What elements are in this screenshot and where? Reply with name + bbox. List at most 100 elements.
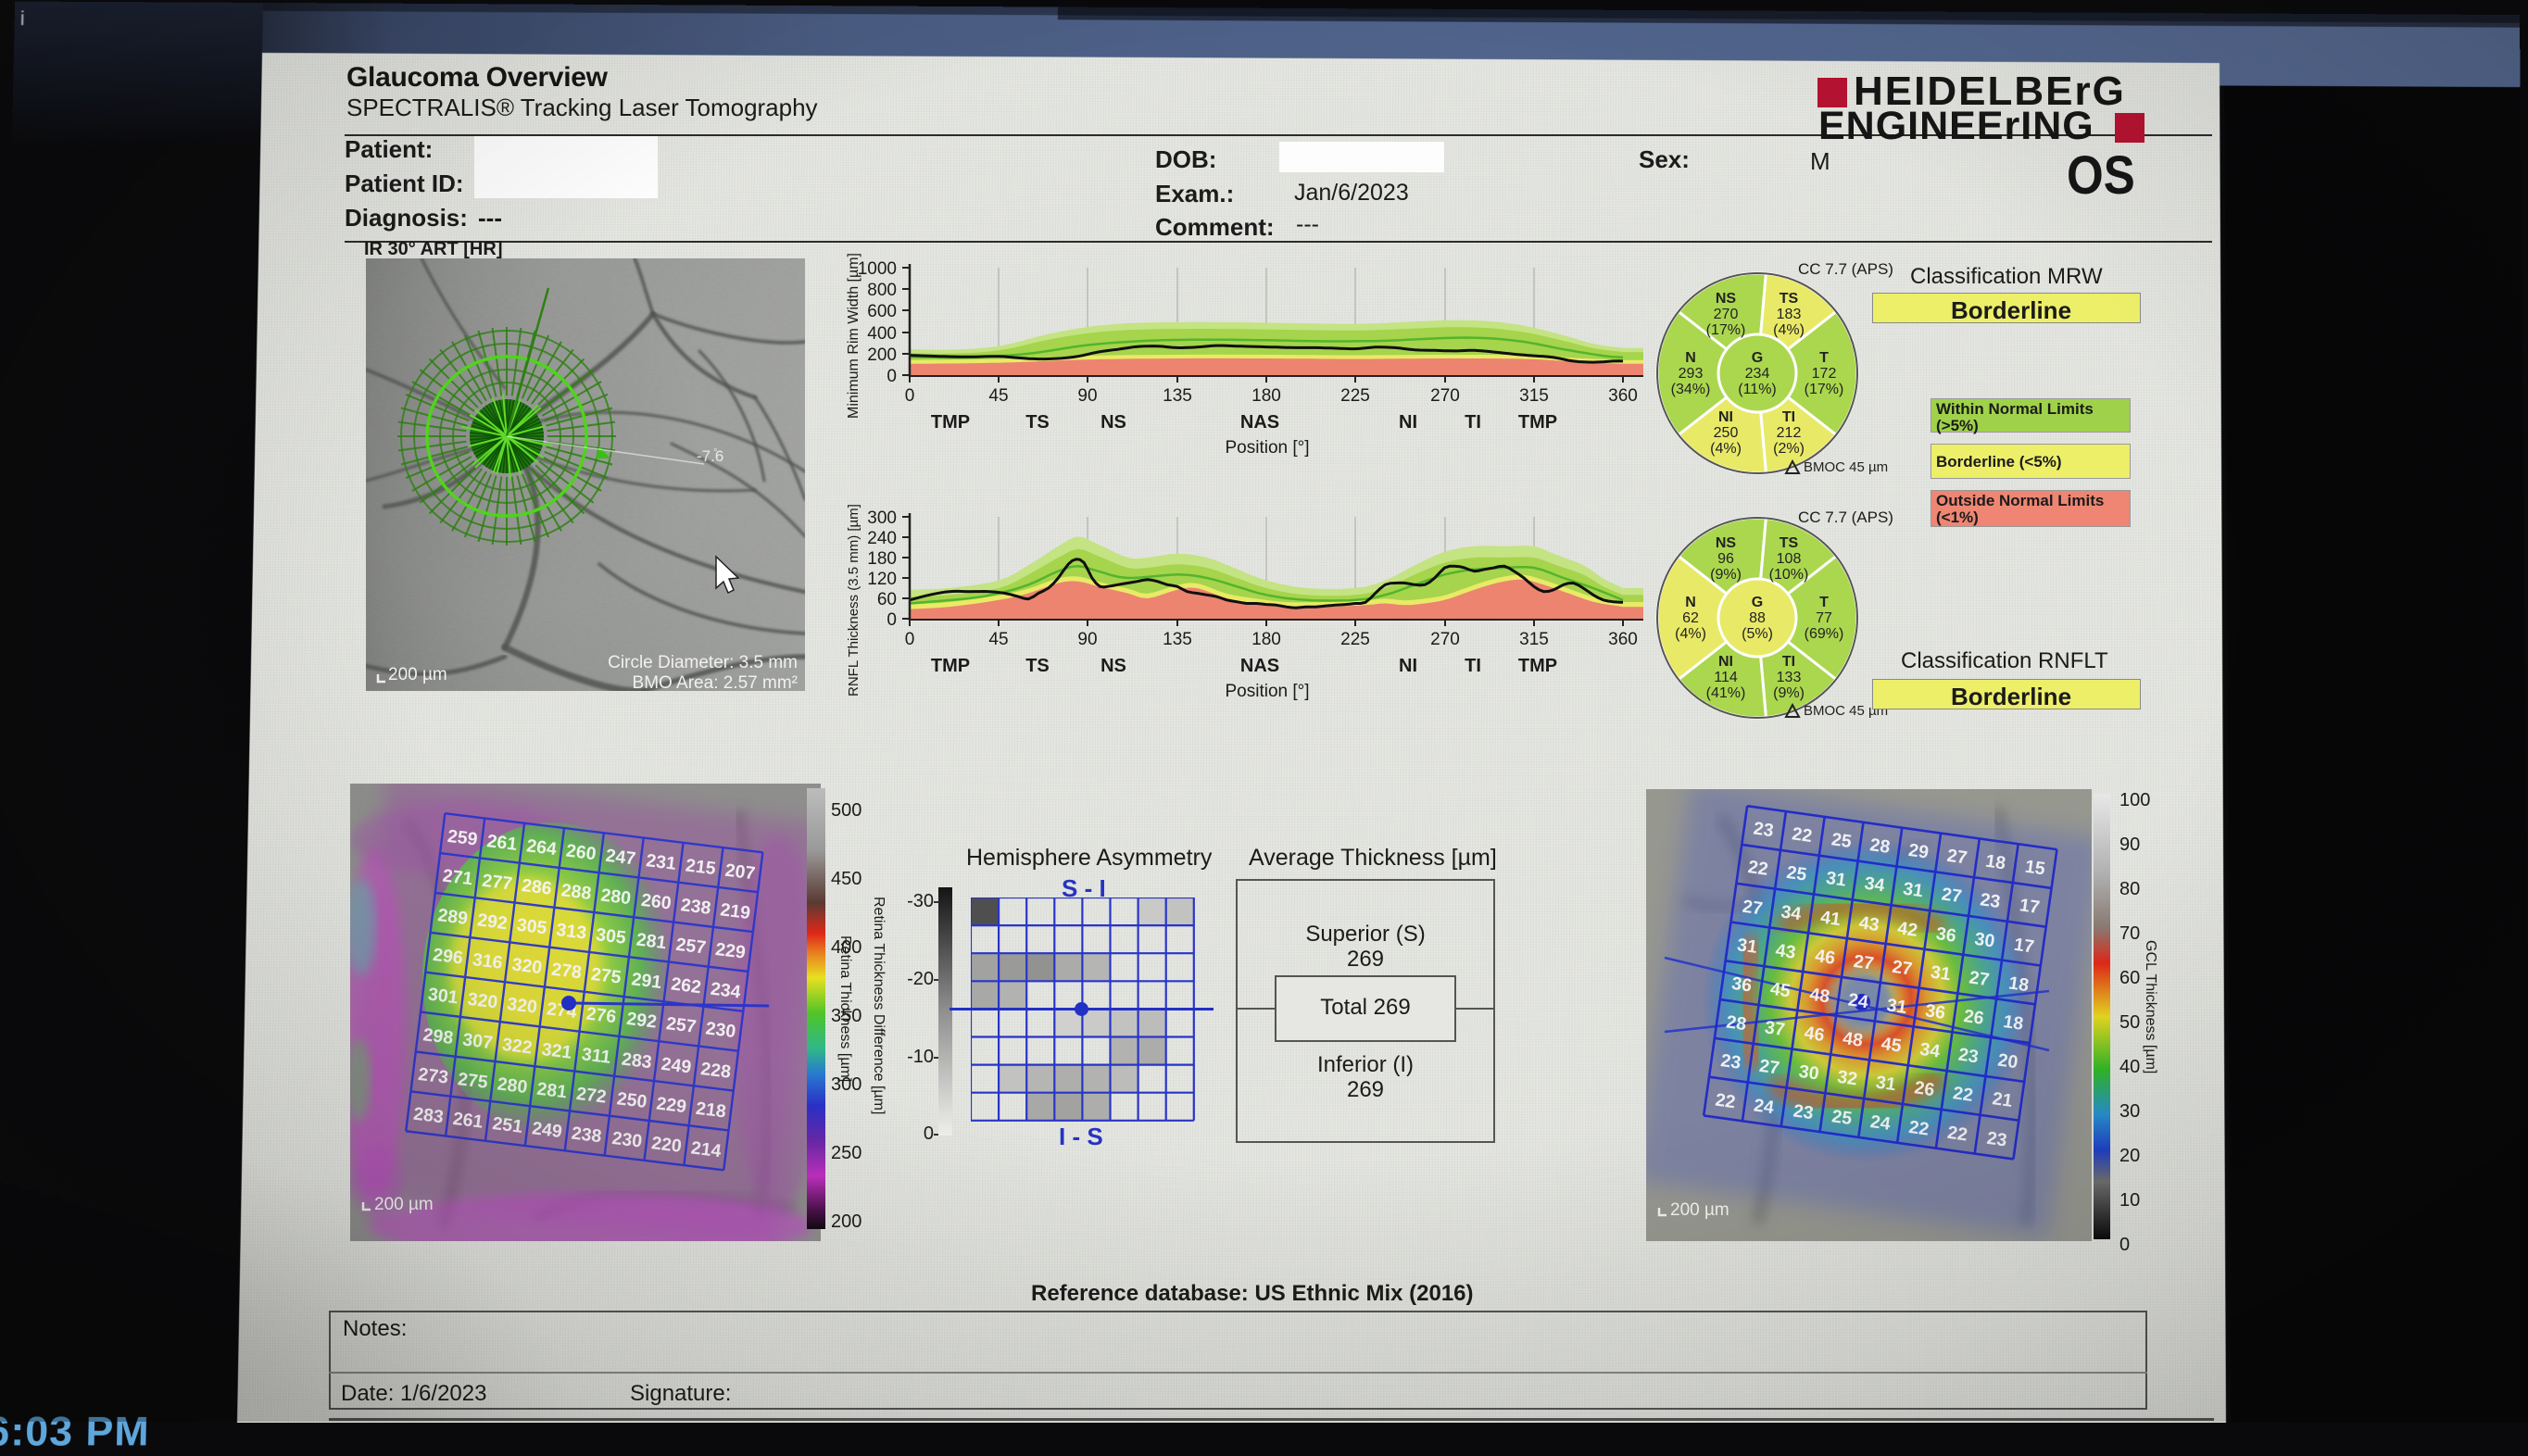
svg-text:800: 800: [867, 281, 897, 300]
svg-text:15: 15: [2024, 857, 2047, 880]
svg-text:231: 231: [645, 850, 677, 874]
svg-text:135: 135: [1163, 630, 1192, 649]
svg-text:TS: TS: [1025, 412, 1050, 433]
svg-text:30: 30: [1973, 929, 1996, 952]
svg-text:24: 24: [1753, 1095, 1776, 1118]
svg-text:298: 298: [421, 1024, 454, 1048]
svg-text:TS: TS: [1780, 291, 1799, 307]
svg-text:0: 0: [905, 386, 915, 406]
svg-text:271: 271: [442, 866, 474, 890]
svg-text:27: 27: [1758, 1056, 1781, 1079]
svg-text:77: 77: [1816, 610, 1832, 626]
svg-text:90: 90: [1077, 386, 1097, 406]
svg-text:261: 261: [485, 831, 518, 855]
svg-text:321: 321: [540, 1039, 572, 1063]
svg-text:23: 23: [1752, 818, 1775, 841]
svg-text:275: 275: [590, 964, 623, 988]
svg-text:TI: TI: [1782, 409, 1795, 425]
svg-text:296: 296: [432, 945, 464, 969]
svg-text:320: 320: [506, 994, 538, 1018]
svg-text:NI: NI: [1399, 412, 1417, 433]
svg-text:212: 212: [1777, 425, 1802, 441]
svg-text:283: 283: [621, 1049, 653, 1073]
svg-text:43: 43: [1857, 912, 1880, 935]
svg-text:TI: TI: [1465, 656, 1481, 676]
svg-text:31: 31: [1885, 995, 1908, 1018]
svg-text:219: 219: [719, 899, 751, 923]
svg-text:270: 270: [1430, 386, 1460, 406]
svg-text:262: 262: [670, 973, 702, 998]
svg-text:Position [°]: Position [°]: [1225, 682, 1309, 701]
svg-text:283: 283: [412, 1104, 445, 1128]
svg-text:37: 37: [1764, 1017, 1787, 1040]
svg-text:BMOC 45 µm: BMOC 45 µm: [1804, 703, 1888, 719]
svg-text:257: 257: [665, 1013, 698, 1037]
svg-text:305: 305: [516, 915, 548, 939]
svg-text:183: 183: [1777, 307, 1802, 322]
svg-text:(2%): (2%): [1773, 441, 1805, 457]
svg-text:257: 257: [674, 935, 707, 959]
svg-text:286: 286: [521, 875, 553, 899]
svg-text:1000: 1000: [858, 259, 897, 279]
svg-text:BMOC 45 µm: BMOC 45 µm: [1804, 459, 1888, 475]
svg-text:293: 293: [1679, 366, 1704, 382]
svg-text:27: 27: [1853, 951, 1876, 974]
svg-text:247: 247: [604, 846, 636, 870]
svg-text:G: G: [1752, 350, 1763, 366]
svg-text:NAS: NAS: [1240, 656, 1279, 676]
svg-text:307: 307: [461, 1029, 494, 1053]
svg-text:261: 261: [452, 1109, 484, 1133]
svg-text:200 µm: 200 µm: [1670, 1200, 1729, 1220]
svg-text:(11%): (11%): [1738, 382, 1777, 397]
svg-text:275: 275: [457, 1069, 489, 1093]
svg-text:200: 200: [867, 345, 897, 365]
svg-text:180: 180: [1251, 630, 1281, 649]
svg-text:276: 276: [585, 1004, 618, 1028]
svg-text:34: 34: [1918, 1039, 1942, 1062]
svg-text:320: 320: [510, 954, 543, 978]
svg-text:238: 238: [571, 1123, 603, 1148]
svg-text:46: 46: [1814, 946, 1837, 969]
svg-text:229: 229: [714, 939, 747, 963]
svg-text:26: 26: [1962, 1006, 1985, 1029]
svg-text:316: 316: [472, 949, 504, 973]
svg-text:280: 280: [599, 885, 632, 909]
svg-text:313: 313: [555, 920, 587, 944]
svg-text:T: T: [1819, 350, 1829, 366]
svg-text:29: 29: [1907, 840, 1931, 863]
svg-text:220: 220: [650, 1133, 683, 1157]
svg-text:260: 260: [565, 841, 597, 865]
svg-text:114: 114: [1714, 670, 1738, 685]
svg-text:TS: TS: [1025, 656, 1050, 676]
svg-text:234: 234: [1745, 366, 1770, 382]
svg-text:31: 31: [1825, 868, 1848, 891]
svg-text:96: 96: [1717, 551, 1734, 567]
svg-text:260: 260: [640, 890, 673, 914]
svg-text:277: 277: [481, 871, 513, 895]
svg-text:NS: NS: [1100, 656, 1126, 676]
svg-text:23: 23: [1985, 1128, 2008, 1151]
svg-text:22: 22: [1714, 1090, 1737, 1113]
svg-text:311: 311: [581, 1044, 612, 1068]
svg-text:24: 24: [1847, 989, 1870, 1012]
svg-text:133: 133: [1777, 670, 1802, 685]
svg-text:Circle Diameter: 3.5 mm: Circle Diameter: 3.5 mm: [608, 653, 798, 672]
svg-text:25: 25: [1830, 1106, 1854, 1129]
svg-text:215: 215: [685, 855, 717, 879]
svg-text:TI: TI: [1782, 654, 1795, 670]
svg-text:291: 291: [630, 969, 662, 993]
svg-text:259: 259: [446, 826, 479, 850]
svg-text:292: 292: [625, 1009, 658, 1033]
svg-text:281: 281: [635, 930, 668, 954]
svg-text:31: 31: [1902, 879, 1925, 902]
svg-text:28: 28: [1725, 1011, 1748, 1035]
svg-text:17: 17: [2013, 935, 2036, 958]
svg-text:249: 249: [660, 1054, 693, 1078]
svg-text:22: 22: [1791, 823, 1814, 847]
svg-text:315: 315: [1519, 630, 1549, 649]
svg-text:230: 230: [705, 1018, 737, 1042]
svg-text:108: 108: [1777, 551, 1802, 567]
svg-text:(41%): (41%): [1706, 685, 1746, 701]
svg-text:273: 273: [417, 1064, 449, 1088]
svg-text:41: 41: [1819, 907, 1843, 930]
